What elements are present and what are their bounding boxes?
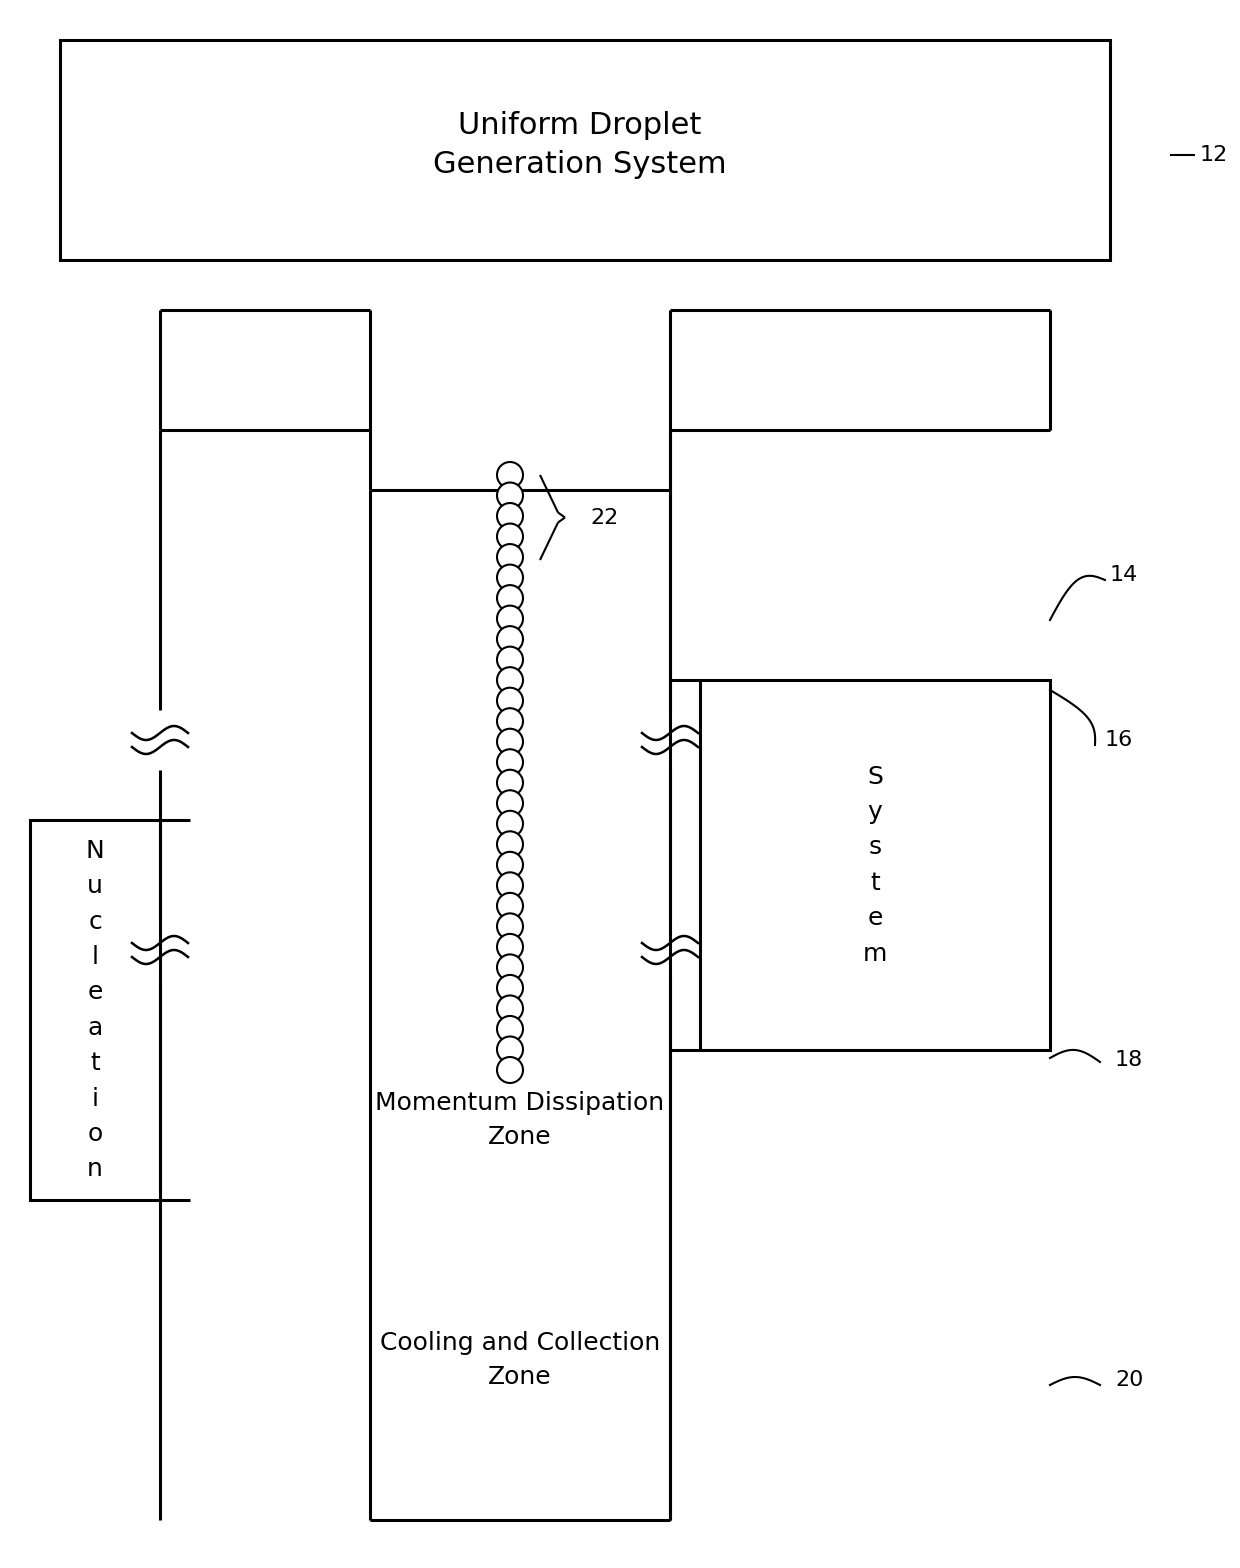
- Circle shape: [497, 872, 523, 898]
- Bar: [30, 820, 160, 1200]
- Circle shape: [497, 503, 523, 528]
- Circle shape: [497, 935, 523, 960]
- Text: 14: 14: [1110, 564, 1138, 585]
- Circle shape: [497, 955, 523, 980]
- Circle shape: [497, 1016, 523, 1043]
- Text: 18: 18: [1115, 1051, 1143, 1069]
- Circle shape: [497, 524, 523, 549]
- Circle shape: [497, 626, 523, 652]
- Circle shape: [497, 811, 523, 837]
- Circle shape: [497, 914, 523, 939]
- Text: 16: 16: [1105, 731, 1133, 750]
- Text: 20: 20: [1115, 1370, 1143, 1389]
- Circle shape: [497, 564, 523, 591]
- Circle shape: [497, 996, 523, 1021]
- Circle shape: [497, 770, 523, 795]
- Circle shape: [497, 790, 523, 817]
- Circle shape: [497, 1057, 523, 1083]
- Circle shape: [497, 646, 523, 673]
- Circle shape: [497, 585, 523, 612]
- Text: Cooling and Collection
Zone: Cooling and Collection Zone: [379, 1331, 660, 1389]
- Text: N
u
c
l
e
a
t
i
o
n: N u c l e a t i o n: [86, 839, 104, 1181]
- Circle shape: [497, 709, 523, 734]
- Circle shape: [497, 892, 523, 919]
- Circle shape: [497, 605, 523, 632]
- Circle shape: [497, 463, 523, 488]
- Circle shape: [497, 729, 523, 754]
- Text: Momentum Dissipation
Zone: Momentum Dissipation Zone: [376, 1091, 665, 1149]
- Text: 22: 22: [590, 508, 619, 528]
- Circle shape: [497, 1036, 523, 1063]
- Circle shape: [497, 688, 523, 713]
- Text: 12: 12: [1200, 144, 1229, 165]
- Circle shape: [497, 750, 523, 775]
- Bar: [60, 41, 1110, 260]
- Text: S
y
s
t
e
m: S y s t e m: [863, 765, 887, 966]
- Bar: [701, 681, 1050, 1051]
- Circle shape: [497, 975, 523, 1000]
- Circle shape: [497, 666, 523, 693]
- Circle shape: [497, 851, 523, 878]
- Circle shape: [497, 544, 523, 571]
- Circle shape: [497, 483, 523, 508]
- Circle shape: [497, 831, 523, 858]
- Text: Uniform Droplet
Generation System: Uniform Droplet Generation System: [433, 111, 727, 179]
